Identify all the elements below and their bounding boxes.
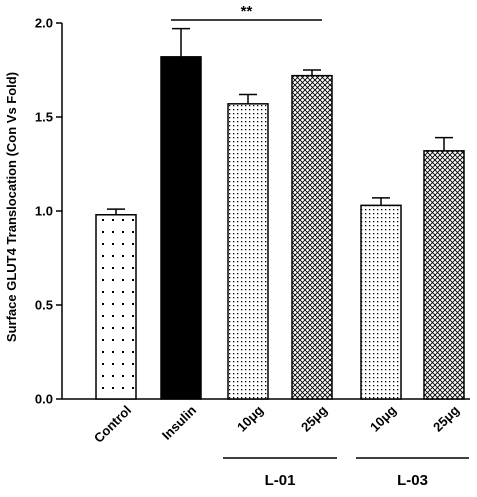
y-tick-label: 1.5 xyxy=(35,110,53,125)
y-tick-label: 0.5 xyxy=(35,298,53,313)
group-label: L-03 xyxy=(397,472,428,489)
bar xyxy=(423,150,465,400)
bars xyxy=(95,27,465,400)
y-tick-label: 2.0 xyxy=(35,16,53,31)
x-tick-label: 10μg xyxy=(234,402,266,434)
group-brackets: L-01 L-03 xyxy=(223,457,469,489)
x-tick-label: 25μg xyxy=(430,402,462,434)
x-tick-label: 25μg xyxy=(298,402,330,434)
bar xyxy=(160,56,202,400)
bar xyxy=(227,103,269,400)
y-axis-label: Surface GLUT4 Translocation (Con Vs Fold… xyxy=(4,72,19,342)
significance-label: ** xyxy=(241,3,253,20)
bar xyxy=(291,74,333,400)
x-tick-label: Insulin xyxy=(159,402,199,442)
bar xyxy=(360,204,402,400)
group-label: L-01 xyxy=(265,472,296,489)
x-tick-label: 10μg xyxy=(367,402,399,434)
x-axis-labels: Control Insulin 10μg 25μg 10μg 25μg xyxy=(91,402,462,445)
x-tick-label: Control xyxy=(91,403,134,446)
y-tick-label: 1.0 xyxy=(35,204,53,219)
y-tick-label: 0.0 xyxy=(35,392,53,407)
bar xyxy=(95,214,137,400)
significance-marker: ** xyxy=(171,3,322,21)
